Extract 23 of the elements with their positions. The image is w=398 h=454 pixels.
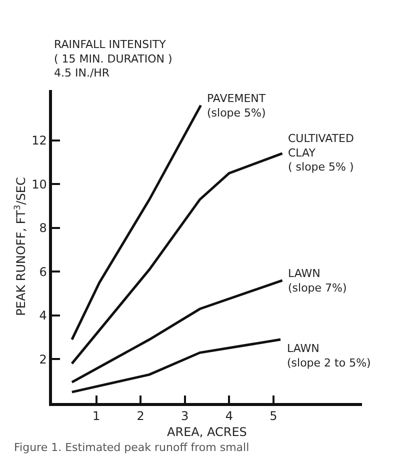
x-tick-label: 1 xyxy=(92,409,100,424)
y-tick-label: 6 xyxy=(39,264,47,279)
y-tick-label: 12 xyxy=(32,134,47,148)
line-series xyxy=(70,279,284,384)
caption: Figure 1. Estimated peak runoff from small xyxy=(14,441,250,454)
series-label: CULTIVATED CLAY ( slope 5% ) xyxy=(288,132,354,174)
x-tick-label: 5 xyxy=(270,409,278,424)
x-tick-label: 2 xyxy=(136,409,144,424)
chart-title: RAINFALL INTENSITY ( 15 MIN. DURATION ) xyxy=(54,38,172,66)
x-tick-label: 3 xyxy=(181,409,189,424)
series-label: LAWN (slope 2 to 5%) xyxy=(287,342,371,370)
chart-subtitle: 4.5 IN./HR xyxy=(54,66,110,80)
line-series xyxy=(70,152,284,365)
line-series xyxy=(70,104,202,341)
y-tick-label: 8 xyxy=(39,221,47,236)
series-label: LAWN (slope 7%) xyxy=(288,267,347,294)
y-tick-label: 4 xyxy=(39,308,47,323)
x-axis-title: AREA, ACRES xyxy=(167,425,247,440)
y-tick-label: 10 xyxy=(32,177,47,192)
x-tick-label: 4 xyxy=(225,409,233,424)
y-tick-label: 2 xyxy=(39,352,47,366)
line-series xyxy=(70,338,282,394)
series-label: PAVEMENT (slope 5%) xyxy=(207,92,266,120)
